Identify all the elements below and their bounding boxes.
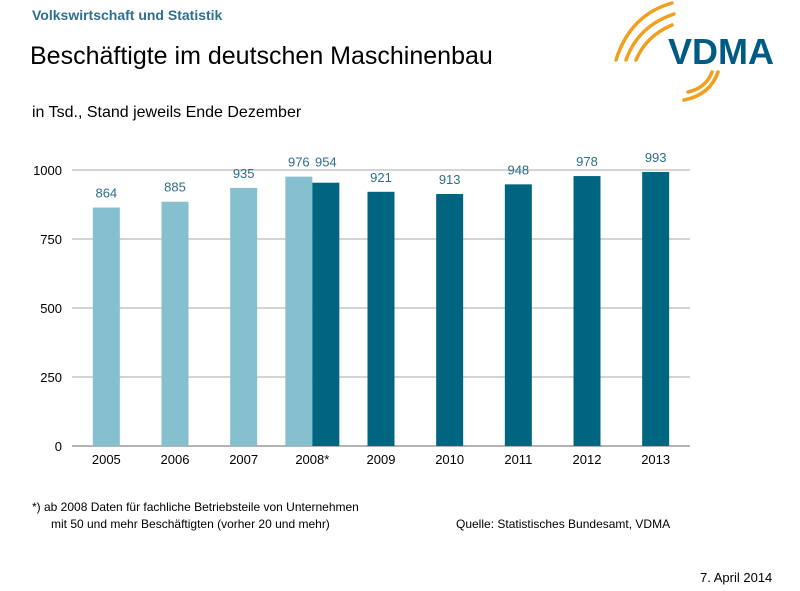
y-tick-label: 0 [55,439,62,454]
data-label: 976 [288,155,310,170]
data-label: 935 [233,166,255,181]
bar [161,201,189,446]
y-tick-label: 1000 [33,163,62,178]
page-title: Beschäftigte im deutschen Maschinenbau [30,42,493,70]
footnote-line-1: *) ab 2008 Daten für fachliche Betriebst… [32,500,359,514]
bar [367,191,395,446]
section-title: Volkswirtschaft und Statistik [32,7,223,23]
x-tick-label: 2005 [92,452,121,467]
bar [573,176,601,446]
data-label: 948 [507,162,529,177]
bar [230,187,258,446]
data-label: 885 [164,180,186,195]
x-tick-label: 2006 [161,452,190,467]
chart-subtitle: in Tsd., Stand jeweils Ende Dezember [32,104,302,121]
x-tick-label: 2008* [295,452,329,467]
bar [285,176,313,446]
data-label: 913 [439,172,461,187]
data-label: 993 [645,150,667,165]
y-tick-label: 750 [40,232,62,247]
bar-chart: 0 250 500 750 1000 864 2005 885 2006 935 2007 976 95… [33,150,690,467]
footnote-line-2: mit 50 und mehr Beschäftigten (vorher 20… [51,517,330,531]
bar [642,171,670,446]
x-tick-label: 2010 [435,452,464,467]
data-label: 921 [370,170,392,185]
x-tick-label: 2011 [504,452,532,467]
bar [312,182,340,447]
data-label: 978 [576,154,598,169]
x-tick-label: 2009 [367,452,396,467]
vdma-logo: VDMA [614,1,774,102]
y-tick-label: 500 [40,301,62,316]
data-label: 864 [95,186,117,201]
y-tick-label: 250 [40,370,62,385]
logo-arcs [614,1,720,102]
bar [436,194,464,446]
date: 7. April 2014 [700,570,773,585]
x-tick-label: 2013 [641,452,670,467]
x-tick-label: 2007 [229,452,258,467]
x-tick-label: 2012 [573,452,602,467]
bar [92,207,120,446]
logo-text: VDMA [668,31,774,72]
source-note: Quelle: Statistisches Bundesamt, VDMA [456,517,671,531]
bar [504,184,532,447]
data-label: 954 [315,155,337,170]
